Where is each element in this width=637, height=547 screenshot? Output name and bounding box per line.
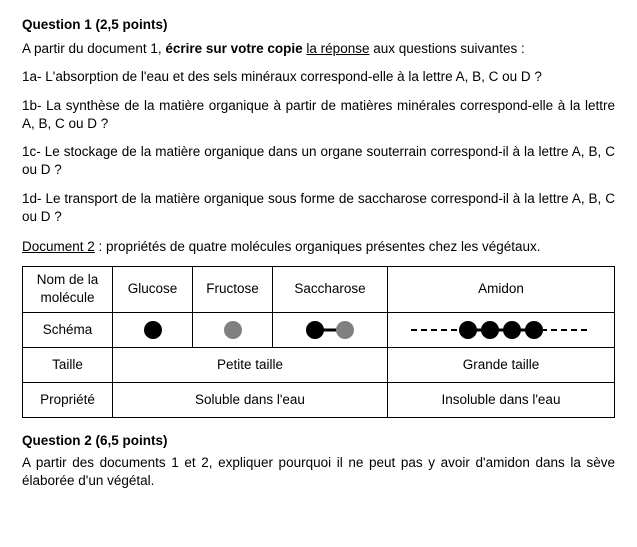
row-label-name: Nom de la molécule <box>23 267 113 312</box>
schema-amidon <box>388 312 615 347</box>
q1a: 1a- L'absorption de l'eau et des sels mi… <box>22 68 615 86</box>
col-amidon: Amidon <box>388 267 615 312</box>
document2-rest: : propriétés de quatre molécules organiq… <box>95 239 541 254</box>
prop-soluble: Soluble dans l'eau <box>113 382 388 417</box>
molecule-table: Nom de la molécule Glucose Fructose Sacc… <box>22 266 615 417</box>
schema-glucose <box>113 312 193 347</box>
size-big: Grande taille <box>388 347 615 382</box>
row-label-schema: Schéma <box>23 312 113 347</box>
col-fructose: Fructose <box>193 267 273 312</box>
table-row: Propriété Soluble dans l'eau Insoluble d… <box>23 382 615 417</box>
question1-intro: A partir du document 1, écrire sur votre… <box>22 40 615 58</box>
question2-text: A partir des documents 1 et 2, expliquer… <box>22 454 615 490</box>
size-small: Petite taille <box>113 347 388 382</box>
prop-insoluble: Insoluble dans l'eau <box>388 382 615 417</box>
schema-saccharose <box>273 312 388 347</box>
document2-title: Document 2 : propriétés de quatre molécu… <box>22 238 615 256</box>
q1-intro-bold: écrire sur votre copie <box>165 41 306 56</box>
q1c: 1c- Le stockage de la matière organique … <box>22 143 615 179</box>
q1-intro-post: aux questions suivantes : <box>369 41 524 56</box>
q1-intro-pre: A partir du document 1, <box>22 41 165 56</box>
schema-fructose <box>193 312 273 347</box>
table-row: Schéma <box>23 312 615 347</box>
question1-heading: Question 1 (2,5 points) <box>22 16 615 34</box>
row-label-size: Taille <box>23 347 113 382</box>
q1-intro-underlined: la réponse <box>306 41 369 56</box>
q1d: 1d- Le transport de la matière organique… <box>22 190 615 226</box>
table-row: Nom de la molécule Glucose Fructose Sacc… <box>23 267 615 312</box>
table-row: Taille Petite taille Grande taille <box>23 347 615 382</box>
question2-heading: Question 2 (6,5 points) <box>22 432 615 450</box>
col-glucose: Glucose <box>113 267 193 312</box>
q1b: 1b- La synthèse de la matière organique … <box>22 97 615 133</box>
col-saccharose: Saccharose <box>273 267 388 312</box>
document2-label: Document 2 <box>22 239 95 254</box>
row-label-prop: Propriété <box>23 382 113 417</box>
